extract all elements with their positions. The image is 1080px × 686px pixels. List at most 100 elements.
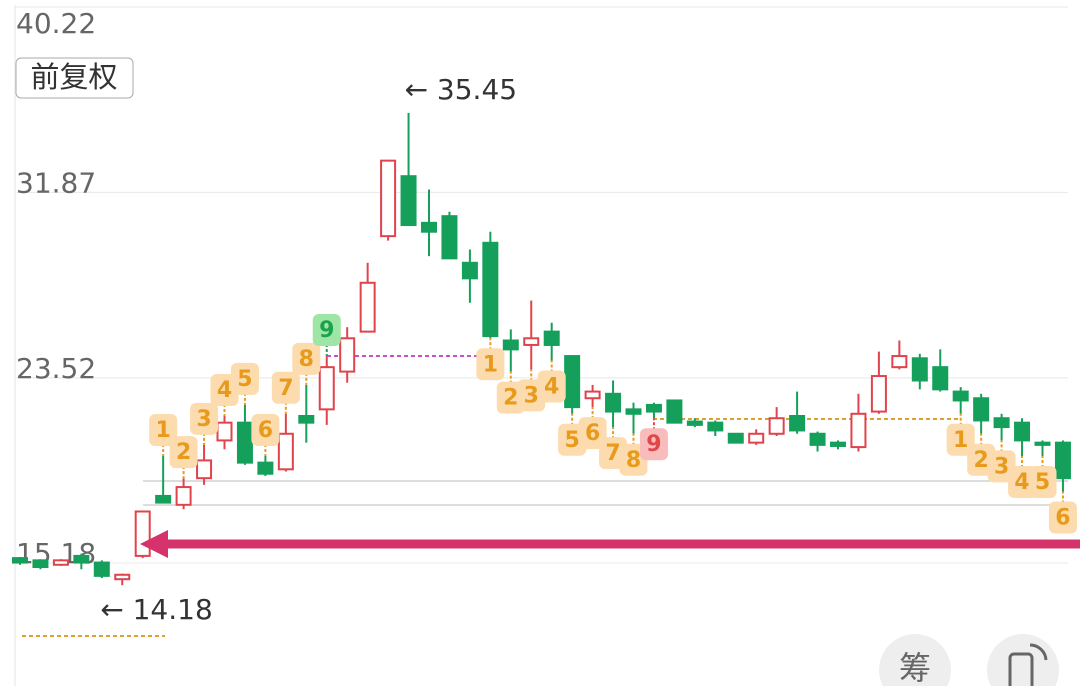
candle-body	[1014, 421, 1031, 442]
candle-body	[318, 366, 335, 411]
badge-label: 2	[503, 386, 518, 411]
badge-label: 4	[1014, 470, 1029, 495]
badge-label: 1	[155, 418, 170, 443]
candle-body	[196, 459, 213, 480]
badge	[312, 314, 341, 347]
candle-body	[768, 417, 785, 435]
candle-body	[870, 375, 887, 413]
badge	[639, 428, 668, 461]
candle-body	[12, 557, 28, 564]
candle-body	[911, 357, 928, 382]
candle-body	[625, 408, 642, 415]
candle-body	[543, 330, 560, 346]
candle-body	[400, 175, 417, 227]
badge-label: 3	[524, 383, 539, 408]
candle-body	[830, 441, 846, 447]
badge	[537, 370, 566, 403]
candle-body	[564, 355, 581, 409]
rotate-button[interactable]	[987, 634, 1059, 686]
badge-label: 8	[299, 347, 314, 372]
candle-body	[1034, 441, 1051, 446]
candle-body	[461, 261, 478, 280]
candle-body	[727, 432, 744, 444]
candle-body	[134, 510, 151, 557]
badge	[230, 362, 259, 395]
badge-label: 5	[1035, 470, 1050, 495]
badge-label: 6	[585, 421, 600, 446]
candle-body	[277, 432, 294, 471]
candle-body	[952, 390, 969, 402]
candle-body	[645, 403, 662, 413]
badge	[149, 413, 178, 446]
candle-body	[707, 421, 724, 432]
candle-body	[421, 221, 437, 233]
candle-body	[216, 421, 233, 442]
badge-label: 9	[319, 318, 334, 343]
candle-body	[932, 366, 949, 391]
candle-body	[339, 337, 356, 373]
badge-label: 4	[544, 374, 559, 399]
candle-body	[359, 281, 376, 333]
badge-label: 6	[258, 418, 273, 443]
candle-body	[236, 421, 253, 464]
badge-label: 1	[483, 352, 498, 377]
badge-label: 9	[646, 432, 661, 457]
badge-label: 8	[626, 448, 641, 473]
adjust-button[interactable]	[15, 57, 134, 99]
candle-body	[666, 399, 683, 424]
badge	[251, 413, 280, 446]
candle-body	[114, 573, 131, 581]
badge-label: 7	[605, 441, 620, 466]
candle-body	[73, 554, 90, 564]
badge-label: 4	[217, 378, 232, 403]
min-label: ← 14.18	[100, 593, 213, 626]
badge-label: 2	[973, 448, 988, 473]
badge-label: 6	[1055, 506, 1070, 531]
rotate-icon	[1008, 652, 1034, 686]
candle-body	[1054, 441, 1071, 480]
badge	[1028, 465, 1057, 498]
candle-body	[175, 486, 192, 506]
badge-label: 5	[564, 428, 579, 453]
badge	[190, 402, 219, 435]
candle-body	[93, 561, 110, 577]
candle-body	[584, 390, 601, 400]
candle-body	[298, 415, 315, 424]
pointer-arrow-head	[140, 530, 168, 558]
y-tick-label: 23.52	[16, 352, 96, 385]
candle-body	[32, 559, 49, 568]
badge-label: 7	[278, 376, 293, 401]
candle-body	[380, 159, 397, 238]
badge-label: 5	[237, 367, 252, 392]
candle-body	[257, 461, 274, 475]
candle-body	[809, 432, 826, 446]
badge-label: 1	[953, 428, 968, 453]
badge-label: 3	[196, 407, 211, 432]
chips-button-label[interactable]: 筹	[899, 649, 931, 686]
y-tick-label: 31.87	[16, 166, 96, 199]
chips-button[interactable]	[879, 634, 951, 686]
candle-body	[502, 339, 519, 351]
candle-body	[850, 412, 867, 449]
badge	[292, 342, 321, 375]
adjust-button-label[interactable]: 前复权	[30, 60, 117, 94]
candle-body	[482, 241, 499, 338]
candle-body	[973, 397, 990, 422]
candle-body	[155, 494, 172, 504]
badge	[1048, 501, 1077, 534]
candle-body	[686, 420, 703, 426]
candle-body	[52, 559, 69, 566]
badge	[271, 371, 300, 404]
candle-body	[441, 215, 458, 260]
max-label: ← 35.45	[405, 73, 518, 106]
candle-body	[748, 432, 765, 444]
rotate-icon	[1029, 643, 1048, 661]
candle-body	[789, 415, 806, 432]
candle-body	[891, 355, 908, 369]
badge	[476, 348, 505, 381]
candle-body	[605, 392, 622, 413]
candle-body	[993, 417, 1010, 429]
badge-label: 2	[176, 440, 191, 465]
